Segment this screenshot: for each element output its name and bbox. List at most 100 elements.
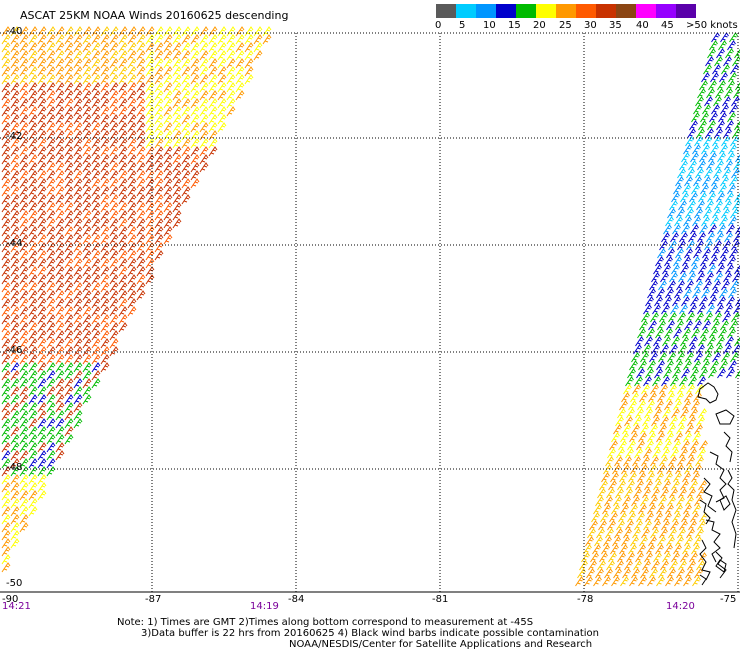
wind-barb <box>19 322 29 333</box>
wind-barb <box>163 186 173 197</box>
wind-barb <box>708 152 717 163</box>
wind-barb <box>701 216 710 227</box>
wind-barb <box>19 274 29 285</box>
wind-barb <box>118 34 128 45</box>
wind-barb <box>37 298 47 309</box>
wind-barb <box>91 362 101 373</box>
wind-barb <box>73 234 83 245</box>
wind-barb <box>10 178 20 189</box>
wind-barb <box>190 146 200 157</box>
wind-barb <box>109 346 119 357</box>
wind-barb <box>605 456 614 467</box>
wind-barb <box>37 250 47 261</box>
wind-barb <box>181 34 191 45</box>
wind-barb <box>641 528 650 539</box>
wind-barb <box>695 96 704 107</box>
wind-barb <box>64 34 74 45</box>
wind-barb <box>55 418 65 429</box>
wind-barb <box>46 138 56 149</box>
wind-barb <box>55 394 65 405</box>
wind-barb <box>172 194 182 205</box>
wind-barb <box>46 282 56 293</box>
colorbar-segment <box>516 4 536 18</box>
wind-barb <box>28 282 38 293</box>
wind-barb <box>716 48 725 59</box>
wind-barb <box>10 34 20 45</box>
wind-barb <box>19 186 29 197</box>
wind-barb <box>37 370 47 381</box>
wind-barb <box>10 226 20 237</box>
wind-barb <box>599 480 608 491</box>
wind-barb <box>684 536 693 547</box>
wind-barb <box>163 154 173 165</box>
wind-barb <box>609 512 618 523</box>
wind-barb <box>10 42 20 53</box>
colorbar-segment <box>616 4 636 18</box>
wind-barb <box>1 90 11 101</box>
wind-barb <box>154 210 164 221</box>
wind-barb <box>145 226 155 237</box>
wind-barb <box>697 376 706 387</box>
wind-barb <box>723 200 732 211</box>
wind-barb <box>226 34 236 45</box>
wind-barb <box>73 338 83 349</box>
wind-barb <box>199 146 209 157</box>
wind-barb <box>64 98 74 109</box>
wind-barb <box>715 232 724 243</box>
wind-barb <box>118 146 128 157</box>
wind-barb <box>631 352 640 363</box>
wind-barb <box>10 378 20 389</box>
wind-barb <box>64 402 74 413</box>
wind-barb <box>683 432 692 443</box>
wind-barb <box>64 178 74 189</box>
wind-barb <box>10 346 20 357</box>
wind-barb <box>46 186 56 197</box>
wind-barb <box>727 40 736 51</box>
wind-barb <box>728 288 737 299</box>
wind-barb <box>691 184 700 195</box>
wind-barb <box>665 288 674 299</box>
wind-barb <box>1 146 11 157</box>
wind-barb <box>10 258 20 269</box>
wind-barb <box>689 264 698 275</box>
wind-barb <box>662 336 671 347</box>
lat-label: -42 <box>6 131 23 142</box>
wind-barb <box>585 536 594 547</box>
colorbar-segment <box>476 4 496 18</box>
wind-barb <box>73 362 83 373</box>
wind-barb <box>82 50 92 61</box>
wind-barb <box>46 194 56 205</box>
wind-barb <box>190 74 200 85</box>
wind-barb <box>91 50 101 61</box>
wind-barb <box>628 400 637 411</box>
wind-barb <box>663 296 672 307</box>
wind-barb <box>19 114 29 125</box>
wind-barb <box>154 218 164 229</box>
wind-barb <box>593 576 602 587</box>
colorbar-label: 0 <box>435 20 442 31</box>
wind-barb <box>660 416 669 427</box>
wind-barb <box>691 256 700 267</box>
wind-barb <box>10 266 20 277</box>
wind-barb <box>37 282 47 293</box>
wind-barb <box>733 232 740 243</box>
wind-barb <box>199 138 209 149</box>
wind-barb <box>154 90 164 101</box>
wind-barb <box>127 202 137 213</box>
wind-barb <box>55 290 65 301</box>
wind-barb <box>688 304 697 315</box>
wind-barb <box>675 392 684 403</box>
wind-barb <box>653 480 662 491</box>
wind-barb <box>1 330 11 341</box>
wind-barb <box>82 314 92 325</box>
wind-barb <box>82 250 92 261</box>
wind-barb <box>703 64 712 75</box>
wind-barb <box>638 432 647 443</box>
wind-barb <box>253 34 263 45</box>
wind-barb <box>118 210 128 221</box>
wind-barb <box>1 410 11 421</box>
wind-barb <box>55 42 65 53</box>
wind-barb <box>708 296 717 307</box>
wind-barb <box>109 74 119 85</box>
wind-barb <box>127 26 137 37</box>
